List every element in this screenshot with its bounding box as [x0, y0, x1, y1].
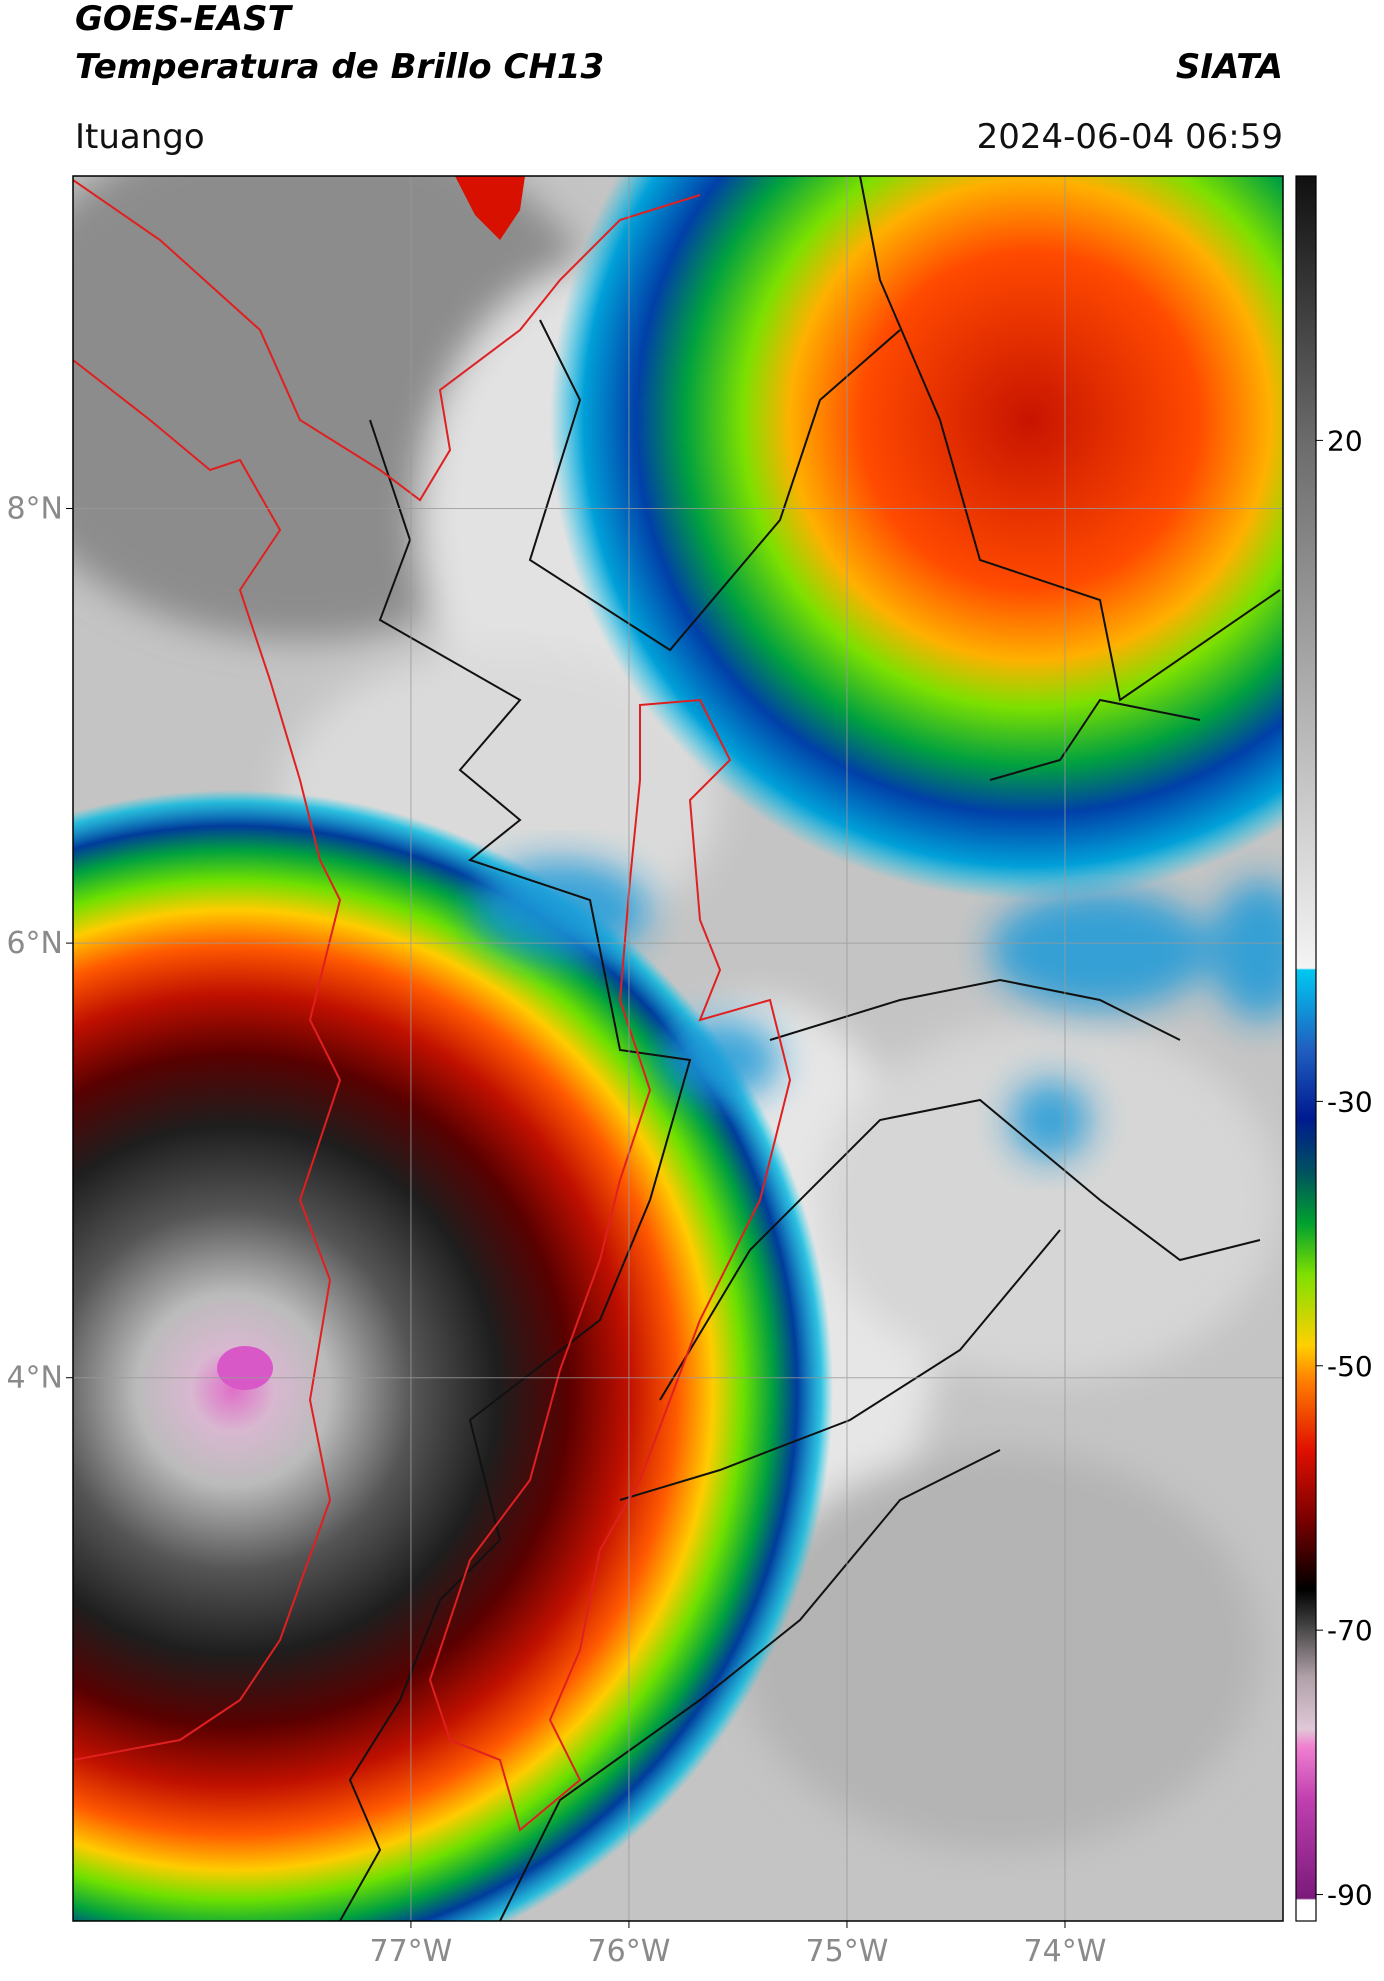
- colorbar-tick-label: -70: [1327, 1614, 1373, 1647]
- colorbar-tick-label: -50: [1327, 1350, 1373, 1383]
- colorbar-tick-label: -90: [1327, 1879, 1373, 1912]
- colorbar-tick-label: -30: [1327, 1085, 1373, 1118]
- datetime: 2024-06-04 06:59: [977, 117, 1283, 157]
- x-tick-label: 75°W: [806, 1934, 889, 1969]
- colorbar: [1295, 175, 1317, 1922]
- map-frame: [72, 175, 1284, 1922]
- brand: SIATA: [1176, 47, 1283, 87]
- location: Ituango: [75, 117, 205, 157]
- x-tick-label: 76°W: [588, 1934, 671, 1969]
- colorbar-tick-label: 20: [1327, 424, 1363, 457]
- x-tick-label: 77°W: [370, 1934, 453, 1969]
- y-tick-label: 4°N: [6, 1361, 63, 1396]
- y-tick-label: 8°N: [6, 491, 63, 526]
- y-tick-label: 6°N: [6, 926, 63, 961]
- satellite-title: GOES-EAST: [75, 0, 294, 39]
- product-title: Temperatura de Brillo CH13: [75, 47, 604, 87]
- x-tick-label: 74°W: [1024, 1934, 1107, 1969]
